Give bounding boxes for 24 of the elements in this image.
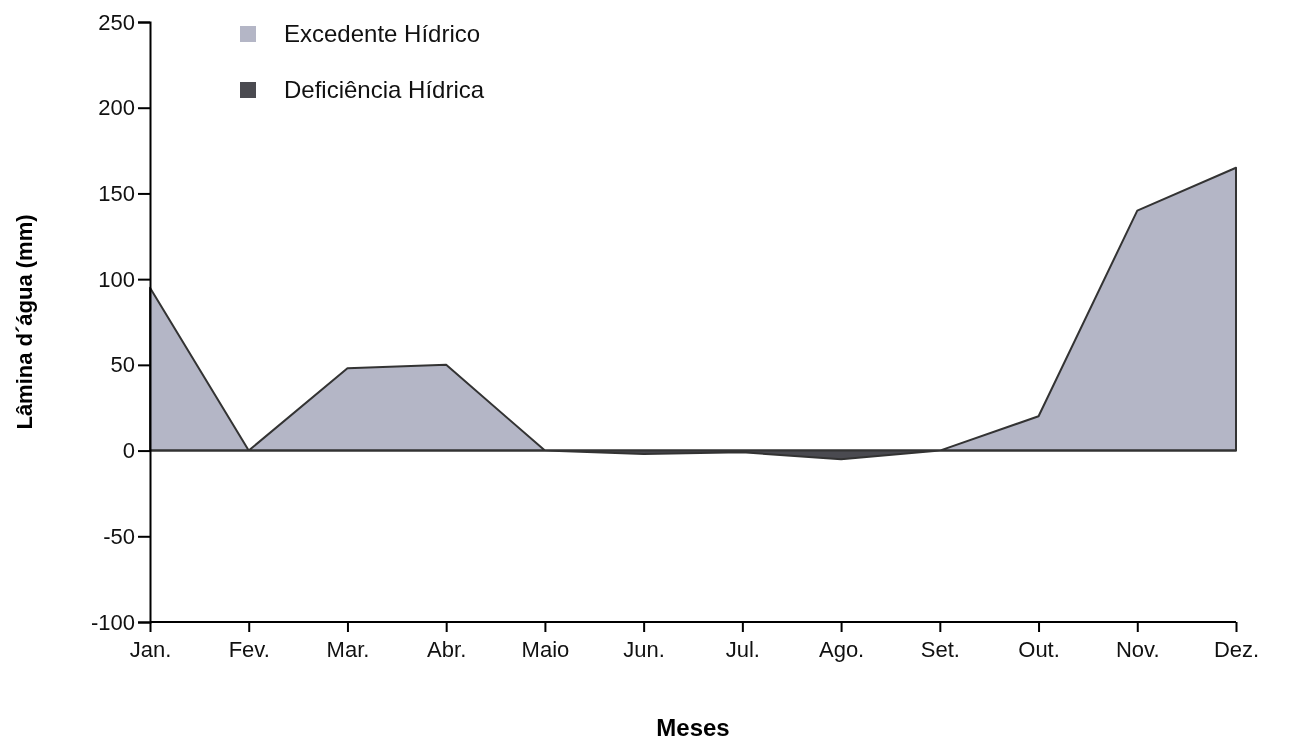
x-axis-title: Meses xyxy=(656,714,730,741)
y-tick-label: 100 xyxy=(98,266,135,292)
y-tick-label: 200 xyxy=(98,95,135,121)
x-tick-label: Out. xyxy=(1018,637,1060,662)
x-tick-label: Abr. xyxy=(427,637,467,662)
y-tick-label: 150 xyxy=(98,180,135,206)
x-tick-label: Jul. xyxy=(725,637,760,662)
x-tick-label: Dez. xyxy=(1213,637,1260,662)
x-tick-label: Set. xyxy=(920,637,960,662)
y-tick-label: -100 xyxy=(90,609,135,635)
y-tick-label: 50 xyxy=(110,352,135,378)
y-tick-label: 250 xyxy=(98,9,135,35)
x-tick-label: Jan. xyxy=(129,637,172,662)
x-tick-label: Jun. xyxy=(623,637,665,662)
y-tick-label: -50 xyxy=(103,523,135,549)
x-tick-label: Fev. xyxy=(228,637,270,662)
x-tick-label: Ago. xyxy=(818,637,865,662)
y-axis-title: Lâmina d´água (mm) xyxy=(12,214,37,430)
y-tick-label: 0 xyxy=(122,438,135,464)
x-tick-label: Nov. xyxy=(1115,637,1160,662)
legend-label: Deficiência Hídrica xyxy=(284,76,485,103)
x-tick-label: Mar. xyxy=(326,637,370,662)
legend-label: Excedente Hídrico xyxy=(284,20,481,47)
x-tick-label: Maio xyxy=(521,637,570,662)
